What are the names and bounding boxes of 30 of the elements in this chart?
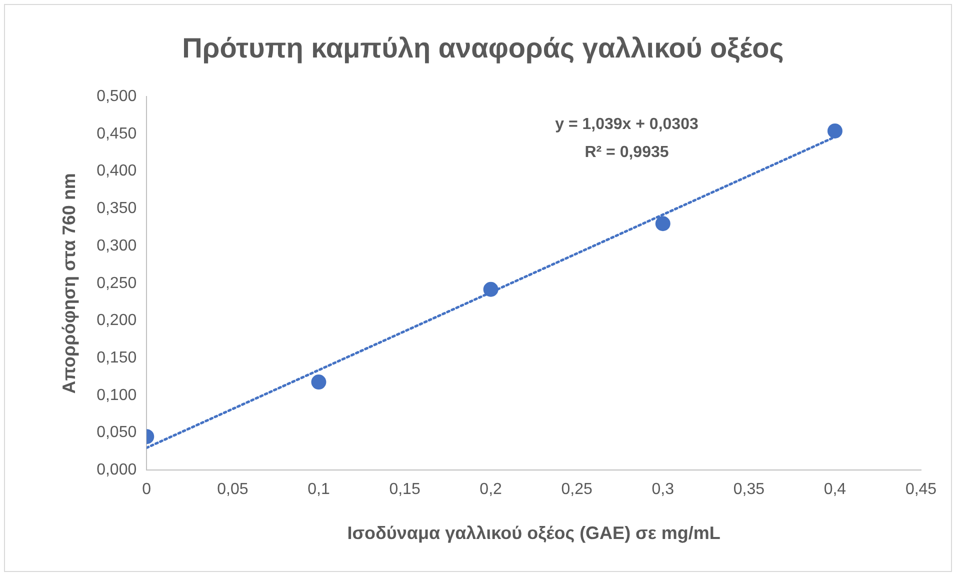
y-tick-label: 0,250	[96, 274, 137, 292]
x-tick-label: 0,1	[308, 481, 330, 498]
x-tick-label: 0,25	[561, 481, 593, 498]
y-tick-label: 0,500	[96, 88, 137, 106]
y-tick-label: 0,400	[96, 162, 137, 180]
x-axis-title: Ισοδύναμα γαλλικού οξέος (GAE) σε mg/mL	[347, 523, 720, 544]
annotation: y = 1,039x + 0,0303	[555, 116, 698, 134]
y-tick-label: 0,300	[96, 237, 137, 254]
chart-title: Πρότυπη καμπύλη αναφοράς γαλλικού οξέος	[182, 32, 784, 64]
y-tick-label: 0,200	[96, 312, 137, 330]
x-tick-label: 0,4	[824, 481, 846, 498]
y-tick-label: 0,000	[96, 462, 137, 479]
point	[827, 123, 842, 138]
y-tick-label: 0,150	[96, 350, 137, 367]
x-tick-label: 0,35	[733, 481, 765, 498]
point	[483, 282, 498, 297]
x-tick-label: 0,05	[217, 481, 248, 498]
x-tick-label: 0,45	[905, 481, 937, 498]
point	[655, 216, 670, 232]
y-tick-label: 0,100	[96, 386, 137, 404]
x-tick-label: 0,3	[652, 481, 674, 498]
x-tick-label: 0,15	[389, 481, 420, 498]
y-tick-label: 0,050	[96, 424, 137, 442]
x-tick-label: 0,2	[480, 481, 502, 498]
y-tick-label: 0,350	[96, 200, 137, 218]
annotation: R² = 0,9935	[584, 144, 669, 162]
x-tick-label: 0	[142, 481, 152, 498]
y-tick-label: 0,450	[96, 125, 137, 142]
y-axis-title: Απορρόφηση στα 760 nm	[58, 173, 79, 394]
point	[311, 374, 326, 390]
